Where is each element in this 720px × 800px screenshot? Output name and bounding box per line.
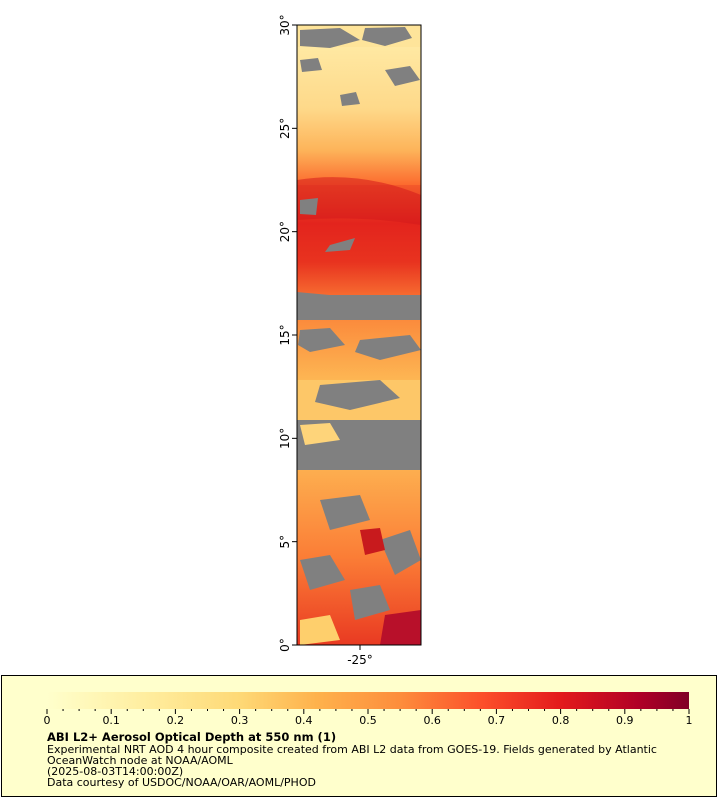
longitude-axis: -25°: [347, 645, 373, 667]
caption-timestamp: (2025-08-03T14:00:00Z): [47, 765, 184, 778]
longitude-label: -25°: [347, 653, 373, 667]
latitude-label: 20°: [278, 221, 292, 242]
caption-description-line1: Experimental NRT AOD 4 hour composite cr…: [47, 743, 657, 756]
latitude-label: 25°: [278, 118, 292, 139]
latitude-label: 0°: [278, 638, 292, 652]
caption-description-line2: OceanWatch node at NOAA/AOML: [47, 754, 233, 767]
caption-credit: Data courtesy of USDOC/NOAA/OAR/AOML/PHO…: [47, 776, 316, 789]
latitude-label: 15°: [278, 324, 292, 345]
latitude-label: 30°: [278, 14, 292, 35]
caption-title: ABI L2+ Aerosol Optical Depth at 550 nm …: [47, 730, 337, 744]
latitude-label: 5°: [278, 535, 292, 549]
latitude-axis: 0° 5° 10° 15° 20° 25° 30°: [278, 14, 297, 652]
aod-field: [297, 25, 421, 645]
latitude-label: 10°: [278, 428, 292, 449]
